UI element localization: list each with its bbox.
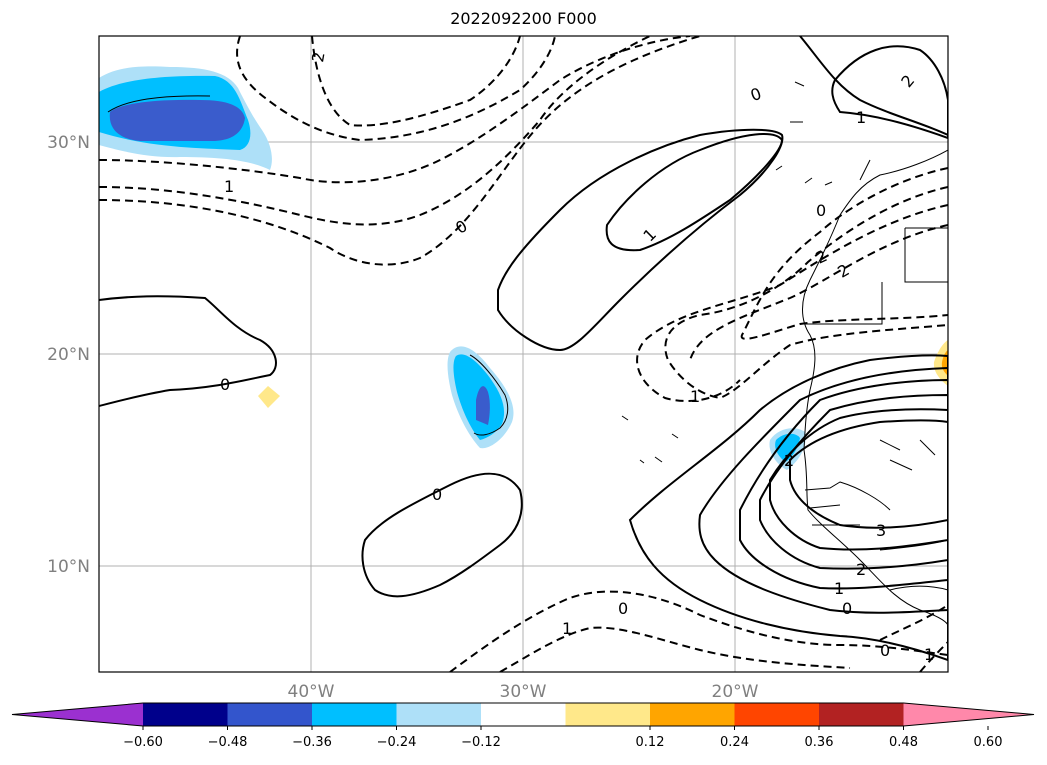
colorbar-tick-label: −0.12 [461, 735, 501, 750]
contour-label: 1 [834, 579, 844, 598]
colorbar-segment [312, 703, 397, 726]
contour-label: 0 [452, 216, 470, 238]
contour-label: 0 [816, 201, 826, 220]
shaded-region-small-yellow [258, 386, 280, 408]
colorbar-tick-label: 0.12 [636, 735, 665, 750]
shaded-region-center-core [476, 386, 490, 425]
contour-label: 0 [618, 599, 628, 618]
colorbar-segment [819, 703, 904, 726]
contour-label: 2 [856, 560, 866, 579]
colorbar-tick-label: 0.36 [805, 735, 834, 750]
contour-label: 0 [842, 599, 852, 618]
contour-label: 0 [220, 375, 230, 394]
colorbar-tick-label: 0.24 [720, 735, 749, 750]
lat-label: 20°N [47, 345, 90, 365]
contour-label: 1 [690, 387, 700, 406]
negative-contours [99, 36, 948, 672]
colorbar-extend-low [12, 703, 143, 726]
colorbar-tick-label: −0.36 [292, 735, 332, 750]
contour-label: 3 [876, 521, 886, 540]
shaded-region-nw-core [109, 99, 245, 141]
colorbar-extend-high [903, 703, 1034, 726]
contour-label: 1 [562, 619, 572, 638]
colorbar-segment [734, 703, 820, 726]
colorbar-segment [143, 703, 228, 726]
contour-label: 2 [784, 451, 794, 470]
lon-label: 20°W [712, 682, 759, 702]
contour-label: 2 [897, 71, 918, 91]
map-area [99, 36, 948, 672]
lon-label: 30°W [500, 682, 547, 702]
colorbar-segment [481, 703, 566, 726]
colorbar-tick-label: 0.60 [974, 735, 1003, 750]
colorbar-tick-label: −0.24 [377, 735, 417, 750]
coastlines [107, 81, 948, 626]
map-frame [98, 35, 949, 673]
map-title: 2022092200 F000 [450, 9, 597, 28]
contour-label: 1 [856, 108, 866, 127]
shaded-region-edge-yellow [933, 340, 948, 386]
contour-label: 1 [924, 645, 934, 664]
contour-label: 2 [308, 50, 328, 63]
contour-label: 0 [432, 485, 442, 504]
positive-contours [99, 36, 948, 662]
colorbar-segment [227, 703, 313, 726]
contour-label: 2 [834, 260, 852, 282]
contour-label: 1 [639, 225, 660, 246]
gridlines [99, 36, 948, 672]
colorbar-tick-label: −0.60 [123, 735, 163, 750]
colorbar-tick-label: −0.48 [208, 735, 248, 750]
colorbar: −0.60 −0.48 −0.36 −0.24 −0.12 0.12 0.24 0.36 0.4… [11, 702, 1035, 750]
contour-label: 0 [880, 641, 890, 660]
colorbar-segment [396, 703, 482, 726]
longitude-labels: 40°W 30°W 20°W [288, 682, 759, 702]
contour-label: 1 [224, 177, 234, 196]
contour-label: 0 [748, 84, 764, 105]
latitude-labels: 30°N 20°N 10°N [47, 133, 90, 577]
colorbar-tick-label: 0.48 [889, 735, 918, 750]
lat-label: 30°N [47, 133, 90, 153]
shaded-region-east-mid [775, 433, 800, 462]
lat-label: 10°N [47, 557, 90, 577]
colorbar-segment [565, 703, 651, 726]
lon-label: 40°W [288, 682, 335, 702]
colorbar-segment [650, 703, 735, 726]
